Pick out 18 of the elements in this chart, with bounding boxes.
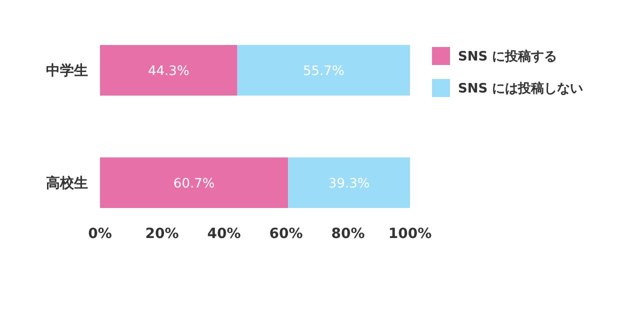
bar bbox=[288, 157, 410, 208]
y-tick-label: 高校生 bbox=[46, 174, 88, 192]
legend-label: SNS に投稿する bbox=[458, 48, 558, 65]
data-label: 60.7% bbox=[173, 176, 215, 192]
bar bbox=[237, 45, 410, 96]
x-tick-label: 20% bbox=[145, 226, 179, 242]
x-tick-label: 60% bbox=[269, 226, 303, 242]
data-label: 55.7% bbox=[303, 64, 344, 79]
bar bbox=[100, 45, 238, 96]
x-tick-label: 80% bbox=[331, 226, 365, 242]
x-tick-label: 40% bbox=[207, 226, 241, 242]
x-tick-label: 0% bbox=[88, 226, 112, 242]
bar bbox=[100, 157, 288, 208]
y-tick-label: 中学生 bbox=[46, 63, 88, 80]
data-label: 44.3% bbox=[148, 64, 190, 79]
legend-label: SNS には投稿しない bbox=[458, 80, 584, 97]
x-tick-label: 100% bbox=[388, 226, 432, 242]
data-label: 39.3% bbox=[328, 176, 370, 192]
